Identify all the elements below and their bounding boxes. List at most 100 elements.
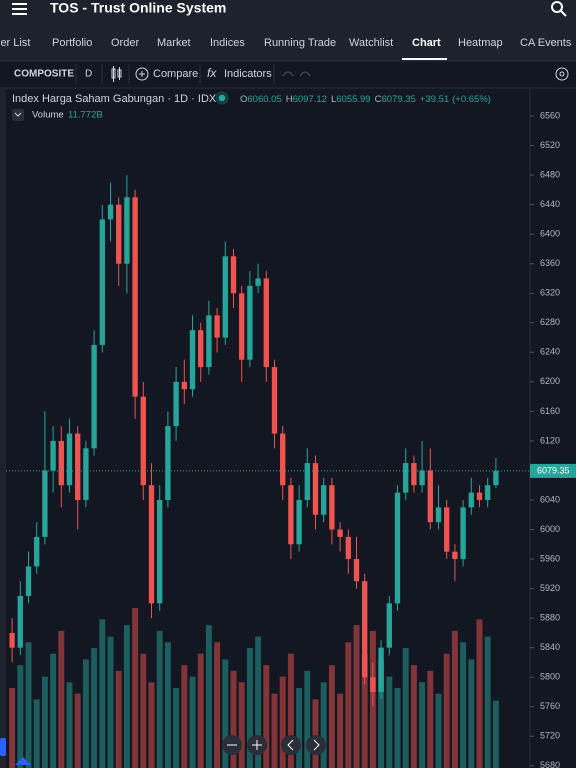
volume-bar xyxy=(443,653,450,768)
y-tick-label: 6240 xyxy=(540,347,560,357)
indicators-icon: fx xyxy=(207,66,217,80)
ohlc-letter: O xyxy=(240,94,247,105)
volume-bar xyxy=(402,648,409,768)
candle-body xyxy=(460,507,466,560)
candle-body xyxy=(345,536,351,560)
scroll-right[interactable] xyxy=(306,735,326,755)
volume-bar xyxy=(419,682,426,768)
volume-bar xyxy=(41,676,48,768)
volume-bar xyxy=(91,648,98,768)
compare[interactable]: Compare xyxy=(153,68,198,80)
candle-body xyxy=(312,463,319,515)
left-edge xyxy=(0,88,6,768)
volume-bar xyxy=(378,659,385,768)
y-tick-label: 5800 xyxy=(540,672,560,682)
volume-bar xyxy=(123,625,130,768)
volume-bar xyxy=(246,648,253,768)
volume-bar xyxy=(222,659,229,768)
change-pct: (+0.65%) xyxy=(452,94,491,105)
volume-toggle[interactable] xyxy=(12,109,24,121)
volume-bar xyxy=(238,682,245,768)
candle-body xyxy=(25,566,32,596)
toolbar-bg xyxy=(0,61,576,88)
candle-body xyxy=(181,381,187,390)
tab[interactable]: ler List xyxy=(0,37,30,49)
last-price-label: 6079.35 xyxy=(537,465,570,475)
candle-body xyxy=(173,381,179,427)
candle-body xyxy=(468,492,474,508)
volume-bar xyxy=(25,642,32,768)
plot xyxy=(9,175,499,768)
candle-body xyxy=(116,204,122,264)
change: +39.51 xyxy=(420,94,449,105)
tab[interactable]: Portfolio xyxy=(52,37,92,49)
ohlc-letter: L xyxy=(331,94,336,105)
candle-body xyxy=(165,426,171,500)
y-tick-label: 5920 xyxy=(540,583,560,593)
candle-body xyxy=(230,256,237,294)
undo-redo[interactable] xyxy=(282,71,311,77)
volume-bar xyxy=(181,665,188,768)
indicators[interactable]: Indicators xyxy=(224,68,272,80)
tab[interactable]: Order xyxy=(111,37,139,49)
y-tick-label: 6440 xyxy=(540,199,560,209)
volume-bar xyxy=(304,670,311,768)
candle-body xyxy=(91,344,97,449)
tab[interactable]: Market xyxy=(157,37,191,49)
candle-body xyxy=(75,433,81,500)
candle-body xyxy=(206,315,212,368)
ohlc-value: 6097.12 xyxy=(293,94,327,105)
volume-bar xyxy=(173,688,180,768)
last-price-box xyxy=(530,463,576,478)
tab[interactable]: Running Trade xyxy=(264,37,336,49)
candle-body xyxy=(394,492,401,604)
volume-bar xyxy=(492,700,499,768)
compare-icon[interactable] xyxy=(135,67,149,81)
scroll-left[interactable] xyxy=(281,735,301,755)
y-tick-label: 5760 xyxy=(540,701,560,711)
interval[interactable]: D xyxy=(85,69,92,80)
volume-bar xyxy=(296,688,303,768)
volume-bar xyxy=(279,676,286,768)
volume-bar xyxy=(156,630,163,768)
candle-body xyxy=(99,219,105,345)
menu-button[interactable] xyxy=(12,3,27,15)
volume-bar xyxy=(353,625,360,768)
tab[interactable]: CA Events xyxy=(520,37,572,49)
app-title: TOS - Trust Online System xyxy=(50,0,226,16)
volume-bar xyxy=(427,670,434,768)
candle-body xyxy=(353,559,360,582)
y-tick-label: 6400 xyxy=(540,229,560,239)
tab[interactable]: Watchlist xyxy=(349,37,393,49)
tab[interactable]: Indices xyxy=(210,37,245,49)
search-button[interactable] xyxy=(551,1,567,17)
volume-bar xyxy=(271,693,278,768)
volume-bar xyxy=(345,642,352,768)
tab[interactable]: Heatmap xyxy=(458,37,503,49)
candle-body xyxy=(476,492,483,500)
settings-button[interactable] xyxy=(555,67,569,81)
symbol[interactable]: COMPOSITE xyxy=(14,69,74,80)
side-handle[interactable] xyxy=(0,738,6,756)
candle-body xyxy=(42,470,48,537)
y-tick-label: 6320 xyxy=(540,288,560,298)
candle-body xyxy=(222,256,228,338)
candle-body xyxy=(58,440,64,486)
candle-body xyxy=(247,285,253,360)
candle-body xyxy=(140,396,146,486)
volume-bar xyxy=(320,682,327,768)
volume-bar xyxy=(230,670,237,768)
volume-bar xyxy=(115,670,122,768)
candle-body xyxy=(198,330,204,368)
tab[interactable]: Chart xyxy=(412,37,441,49)
volume-bar xyxy=(361,653,368,768)
candle-body xyxy=(452,551,458,560)
chart-title: Index Harga Saham Gabungan · 1D · IDX xyxy=(12,93,217,105)
y-tick-label: 5960 xyxy=(540,553,560,563)
volume-bar xyxy=(386,676,393,768)
candle-body xyxy=(50,440,56,471)
volume-bar xyxy=(410,665,417,768)
chart-type-button[interactable] xyxy=(111,66,122,82)
logo xyxy=(15,757,31,765)
y-tick-label: 6200 xyxy=(540,376,560,386)
